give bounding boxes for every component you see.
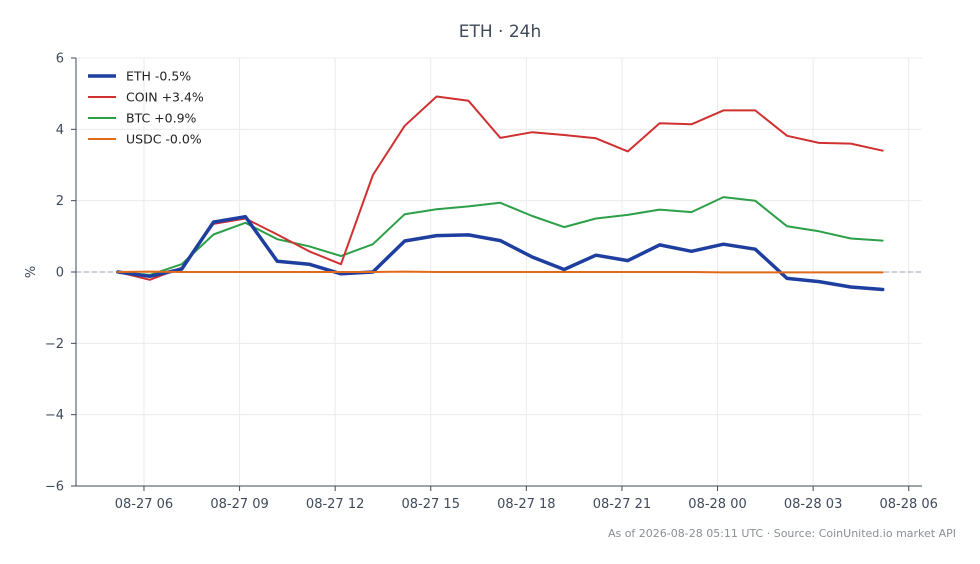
x-tick-label: 08-27 18 bbox=[497, 497, 555, 512]
chart-title: ETH · 24h bbox=[459, 22, 542, 42]
x-tick-label: 08-28 00 bbox=[688, 497, 746, 512]
x-tick-label: 08-28 03 bbox=[784, 497, 842, 512]
series-line-coin bbox=[117, 95, 884, 281]
y-tick-label: 2 bbox=[56, 194, 64, 209]
legend-label-usdc: USDC -0.0% bbox=[126, 132, 202, 147]
x-tick-label: 08-27 21 bbox=[593, 497, 651, 512]
x-tick-label: 08-27 12 bbox=[306, 497, 364, 512]
series-line-usdc bbox=[117, 270, 884, 274]
x-tick-label: 08-27 15 bbox=[402, 497, 460, 512]
y-axis-label: % bbox=[24, 266, 39, 278]
axes: 08-27 06 08-27 09 08-27 12 08-27 15 08-27 18… bbox=[45, 52, 938, 513]
y-tick-label: 4 bbox=[56, 123, 64, 138]
series-lines bbox=[116, 95, 885, 292]
footer-note: As of 2026-08-28 05:11 UTC · Source: Coi… bbox=[608, 527, 956, 540]
y-tick-label: 0 bbox=[56, 266, 64, 281]
x-tick-label: 08-27 09 bbox=[210, 497, 268, 512]
y-tick-label: −6 bbox=[45, 480, 64, 495]
y-tick-label: −2 bbox=[45, 337, 64, 352]
y-tick-label: 6 bbox=[56, 52, 64, 67]
legend: ETH -0.5% COIN +3.4% BTC +0.9% USDC -0.0% bbox=[88, 69, 204, 147]
x-tick-label: 08-27 06 bbox=[115, 497, 173, 512]
x-tick-label: 08-28 06 bbox=[879, 497, 937, 512]
series-line-btc bbox=[117, 196, 884, 276]
y-tick-label: −4 bbox=[45, 408, 64, 423]
legend-label-eth: ETH -0.5% bbox=[126, 69, 191, 84]
legend-label-coin: COIN +3.4% bbox=[126, 90, 204, 105]
series-line-eth bbox=[116, 214, 885, 292]
legend-label-btc: BTC +0.9% bbox=[126, 111, 197, 126]
